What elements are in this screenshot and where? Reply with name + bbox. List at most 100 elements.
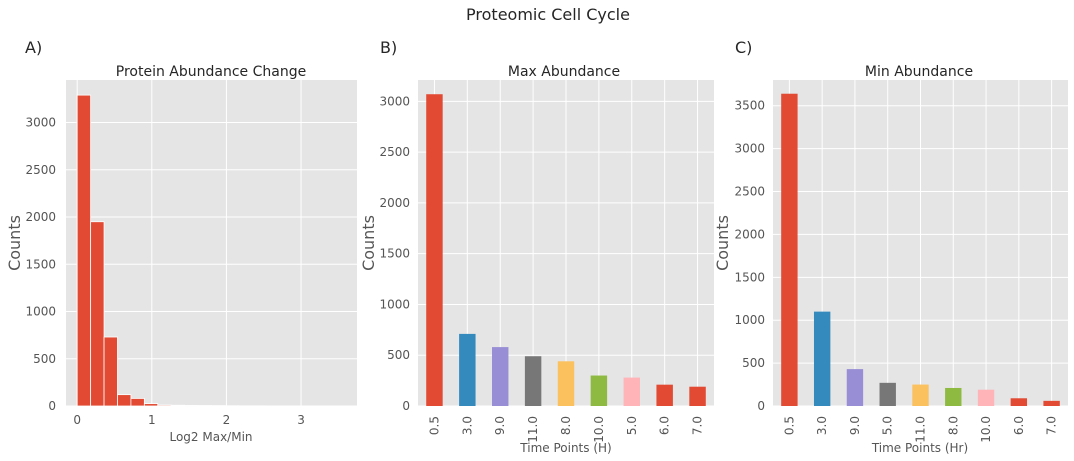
panel-b-xtick-label: 6.0 bbox=[658, 416, 672, 435]
panel-a-histogram-bar bbox=[143, 403, 159, 407]
panel-c-ytick-label: 1000 bbox=[734, 313, 765, 327]
panel-b-xtick-label: 7.0 bbox=[691, 416, 705, 435]
panel-b-bar bbox=[590, 375, 608, 406]
panel-b-ytick-label: 500 bbox=[387, 348, 410, 362]
panel-b-ylabel: Counts bbox=[359, 215, 378, 271]
panel-c-bar bbox=[813, 311, 831, 406]
panel-a-xtick-label: 2 bbox=[223, 413, 231, 427]
panel-b-bar bbox=[656, 384, 673, 406]
panel-b-xtick-label: 5.0 bbox=[625, 416, 639, 435]
panel-a-y-ticks: 0 500 1000 1500 2000 2500 3000 bbox=[25, 116, 56, 413]
panel-a-xtick-label: 1 bbox=[148, 413, 156, 427]
panel-c-bar bbox=[781, 93, 798, 406]
panel-a-title: Protein Abundance Change bbox=[116, 64, 306, 80]
panel-a-histogram-bar bbox=[170, 404, 186, 407]
panel-c-xtick-label: 6.0 bbox=[1012, 416, 1026, 435]
panel-c-xtick-label: 9.0 bbox=[848, 416, 862, 435]
panel-b-label: B) bbox=[380, 38, 397, 57]
panel-c-ylabel: Counts bbox=[713, 215, 732, 271]
panel-a-histogram-bar bbox=[291, 405, 306, 407]
panel-c-ytick-label: 500 bbox=[742, 356, 765, 370]
panel-a: A) Protein Abundance Change 0 500 1000 1500… bbox=[5, 38, 357, 444]
panel-a-histogram-bar bbox=[264, 405, 280, 407]
panel-b-ytick-label: 3000 bbox=[379, 94, 410, 108]
panel-a-histogram-bar bbox=[197, 405, 212, 407]
panel-c-xtick-label: 3.0 bbox=[815, 416, 829, 435]
panel-a-histogram-bar bbox=[237, 405, 253, 407]
panel-a-histogram-bar bbox=[224, 405, 239, 407]
panel-c-xlabel: Time Points (Hr) bbox=[871, 441, 968, 455]
panel-c-ytick-label: 3000 bbox=[734, 142, 765, 156]
panel-b-xtick-label: 8.0 bbox=[559, 416, 573, 435]
panel-b-bar bbox=[557, 361, 575, 406]
panel-c-xtick-label: 7.0 bbox=[1045, 416, 1059, 435]
panel-b: B) Max Abundance 0 500 1000 1500 2000 2500 300… bbox=[359, 38, 714, 455]
panel-a-histogram-bar bbox=[211, 405, 226, 407]
panel-c-bar bbox=[879, 382, 896, 406]
panel-a-ylabel: Counts bbox=[5, 215, 24, 271]
panel-a-xtick-label: 3 bbox=[297, 413, 305, 427]
panel-b-ytick-label: 1500 bbox=[379, 247, 410, 261]
panel-a-ytick-label: 0 bbox=[48, 399, 56, 413]
panel-c-bar bbox=[977, 389, 995, 406]
panel-c-bar bbox=[1043, 400, 1060, 406]
panel-b-bar bbox=[689, 386, 706, 406]
panel-a-ytick-label: 1500 bbox=[25, 257, 56, 271]
panel-c-bar bbox=[912, 384, 929, 406]
panel-c-bar bbox=[945, 387, 962, 406]
panel-b-ytick-label: 2000 bbox=[379, 196, 410, 210]
panel-b-bar bbox=[492, 347, 509, 406]
panel-b-bar bbox=[524, 356, 542, 406]
panel-a-histogram-bar bbox=[76, 94, 92, 407]
panel-c-label: C) bbox=[735, 38, 752, 57]
panel-a-ytick-label: 500 bbox=[33, 352, 56, 366]
panel-a-label: A) bbox=[25, 38, 42, 57]
panel-c-y-ticks: 0 500 1000 1500 2000 2500 3000 3500 bbox=[734, 99, 765, 413]
panel-a-ytick-label: 1000 bbox=[25, 305, 56, 319]
panel-b-bar bbox=[426, 94, 443, 406]
panel-c-bar bbox=[1010, 398, 1028, 406]
panel-c-xtick-label: 5.0 bbox=[881, 416, 895, 435]
figure-title: Proteomic Cell Cycle bbox=[466, 5, 630, 24]
panel-c-title: Min Abundance bbox=[865, 64, 973, 80]
panel-b-xtick-label: 0.5 bbox=[427, 416, 441, 435]
panel-b-bar bbox=[623, 377, 640, 406]
panel-b-bar bbox=[459, 333, 476, 406]
panel-b-ytick-label: 0 bbox=[402, 399, 410, 413]
panel-b-y-ticks: 0 500 1000 1500 2000 2500 3000 bbox=[379, 94, 410, 413]
panel-b-title: Max Abundance bbox=[508, 64, 620, 80]
panel-b-bars bbox=[426, 94, 706, 406]
panel-b-ytick-label: 1000 bbox=[379, 297, 410, 311]
panel-a-x-ticks: 0 1 2 3 bbox=[73, 413, 304, 427]
panel-c-bars bbox=[781, 93, 1060, 406]
panel-b-xtick-label: 3.0 bbox=[460, 416, 474, 435]
panel-b-xlabel: Time Points (H) bbox=[519, 441, 611, 455]
panel-c-ytick-label: 2000 bbox=[734, 227, 765, 241]
panel-b-ytick-label: 2500 bbox=[379, 145, 410, 159]
panel-a-histogram-bar bbox=[184, 405, 199, 407]
panel-c-ytick-label: 2500 bbox=[734, 185, 765, 199]
panel-c-ytick-label: 3500 bbox=[734, 99, 765, 113]
panel-a-histogram-bar bbox=[103, 336, 118, 407]
panel-a-histogram-bar bbox=[278, 405, 293, 407]
panel-b-x-ticks: 0.5 3.0 9.0 11.0 8.0 10.0 5.0 6.0 7.0 bbox=[427, 416, 704, 443]
panel-b-xtick-label: 11.0 bbox=[526, 416, 540, 443]
panel-c-xtick-label: 0.5 bbox=[782, 416, 796, 435]
panel-a-histogram-bar bbox=[117, 394, 132, 407]
panel-c-ytick-label: 0 bbox=[757, 399, 765, 413]
panel-a-histogram-bar bbox=[90, 221, 105, 407]
panel-c-xtick-label: 8.0 bbox=[946, 416, 960, 435]
panel-a-ytick-label: 3000 bbox=[25, 116, 56, 130]
panel-a-histogram-bar bbox=[251, 405, 266, 407]
panel-c-xtick-label: 11.0 bbox=[914, 416, 928, 443]
panel-a-ytick-label: 2000 bbox=[25, 210, 56, 224]
panel-a-ytick-label: 2500 bbox=[25, 163, 56, 177]
panel-a-histogram-bar bbox=[157, 404, 172, 407]
panel-a-histogram-bar bbox=[331, 405, 347, 407]
panel-c-bar bbox=[846, 369, 864, 406]
panel-b-xtick-label: 10.0 bbox=[592, 416, 606, 443]
panel-a-bars bbox=[76, 94, 347, 407]
panel-c-ytick-label: 1500 bbox=[734, 270, 765, 284]
panel-b-xtick-label: 9.0 bbox=[493, 416, 507, 435]
